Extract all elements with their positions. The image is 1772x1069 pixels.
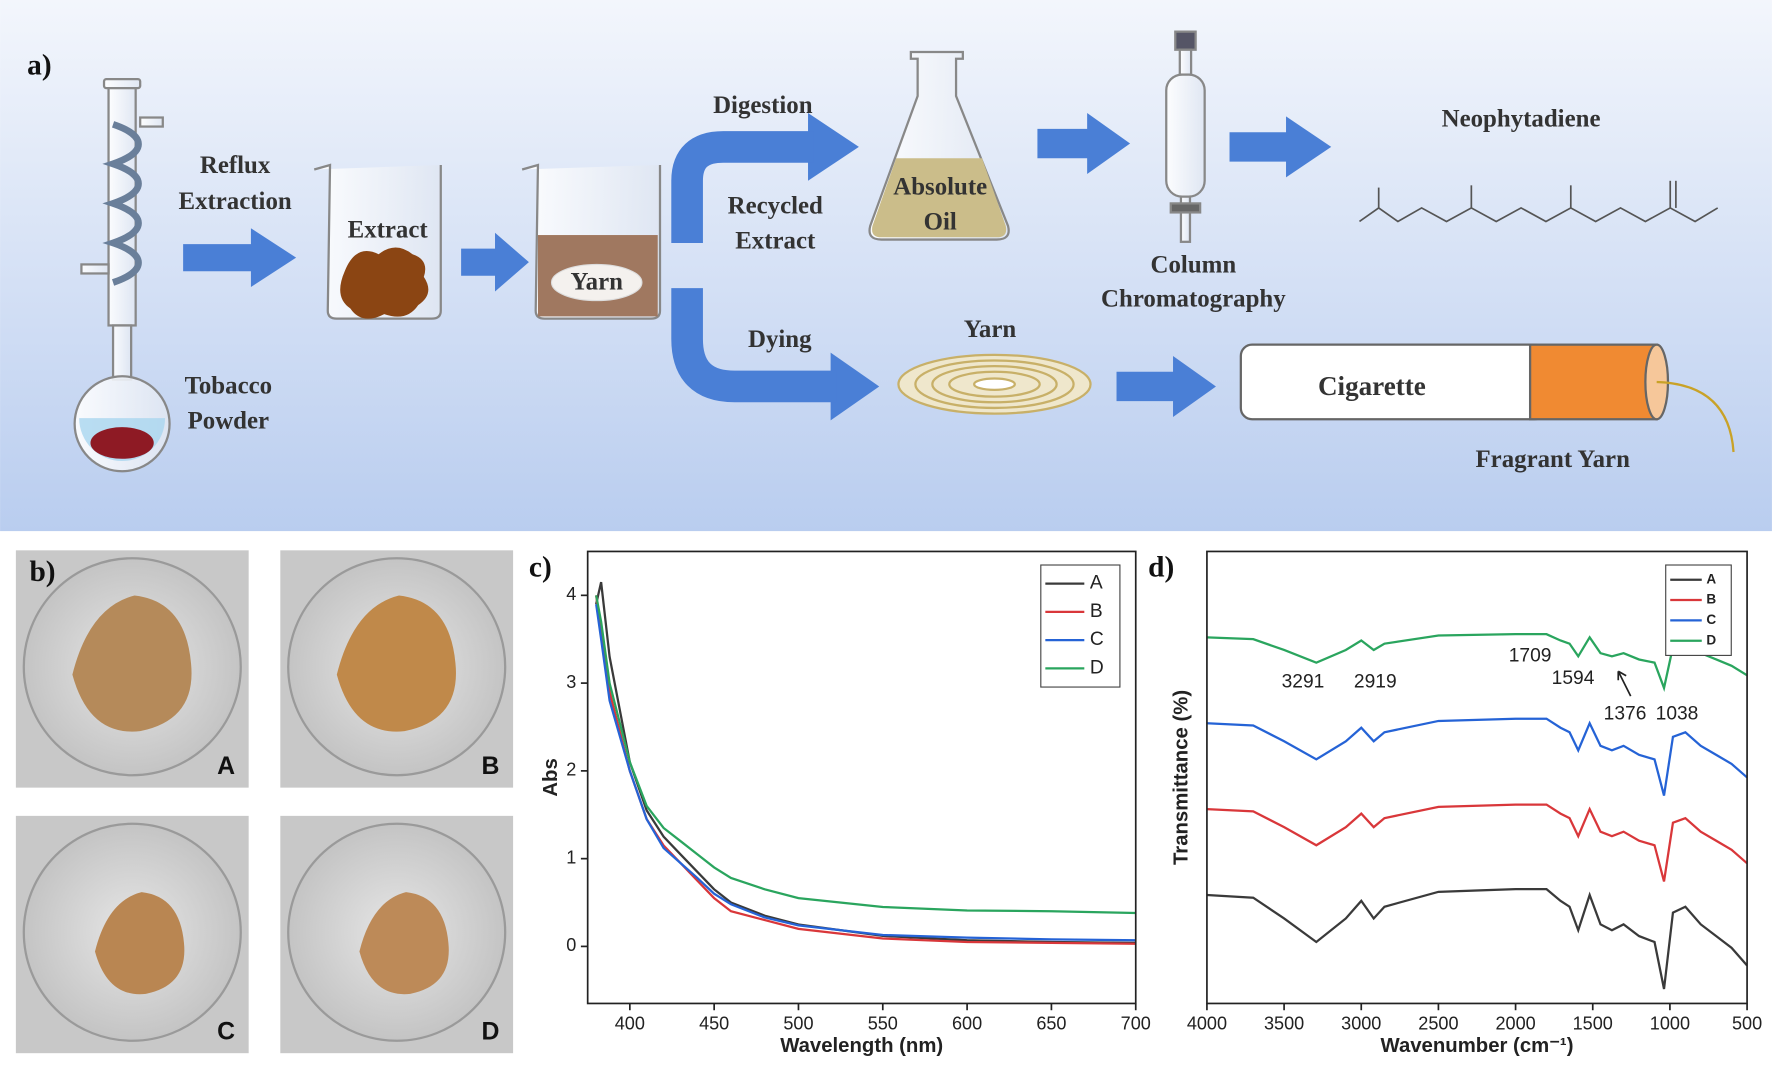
x-tick-label: 4000 <box>1187 1014 1227 1034</box>
annotation-arrow <box>1617 670 1632 697</box>
x-axis-label: Wavelength (nm) <box>780 1035 943 1057</box>
series-line <box>595 595 1136 945</box>
label: Digestion <box>713 92 813 119</box>
x-tick-label: 1000 <box>1650 1014 1690 1034</box>
series-line <box>595 581 1136 945</box>
label: Yarn <box>964 316 1017 343</box>
y-tick-label: 2 <box>566 760 576 780</box>
label: Reflux <box>200 152 271 179</box>
arrow <box>671 131 814 243</box>
yarn-spiral <box>897 353 1092 415</box>
label: Chromatography <box>1101 285 1286 312</box>
legend-label: C <box>1090 629 1104 650</box>
y-tick-label: 4 <box>566 584 576 604</box>
chromatography-column <box>1165 30 1206 243</box>
series-line <box>1206 887 1748 990</box>
extract-blob <box>340 247 429 319</box>
legend-label: D <box>1090 657 1104 678</box>
label: Extract <box>735 228 816 255</box>
absolute-oil <box>872 158 1007 238</box>
label: Dying <box>748 326 812 353</box>
annotation: 1709 <box>1509 646 1552 667</box>
panel-label: b) <box>29 556 55 588</box>
chart: d) 4000 3500 3000 2500 2000 1500 1000 500 Wavenum… <box>1148 550 1762 1057</box>
photos: A B C D <box>15 550 514 1054</box>
series-line <box>595 603 1136 942</box>
x-tick-label: 3000 <box>1341 1014 1381 1034</box>
legend-label: D <box>1706 632 1716 647</box>
y-axis-label: Transmittance (%) <box>1170 690 1192 865</box>
x-tick-label: 2500 <box>1418 1014 1458 1034</box>
panel-label: c) <box>529 551 552 583</box>
label: Extract <box>348 216 429 243</box>
panel-a-background <box>0 0 1772 532</box>
panel-label: d) <box>1148 551 1174 583</box>
photo-label: A <box>217 752 235 780</box>
x-tick-label: 700 <box>1121 1014 1151 1034</box>
legend-box <box>1665 564 1732 656</box>
label: Recycled <box>728 193 823 220</box>
x-axis-label: Wavenumber (cm⁻¹) <box>1381 1035 1574 1057</box>
chart: c) 400 450 500 550 600 650 700 0 1 2 3 4 Wavelength (… <box>529 550 1151 1057</box>
panel-label: a) <box>27 50 51 82</box>
label: Absolute <box>893 173 987 200</box>
legend-box <box>1040 564 1121 688</box>
x-tick-label: 1500 <box>1573 1014 1613 1034</box>
molecule-branches <box>1377 180 1677 208</box>
arrows <box>183 113 1332 421</box>
photo-label: D <box>482 1017 500 1045</box>
x-tick-label: 400 <box>615 1014 645 1034</box>
filter <box>1528 343 1658 421</box>
photo-label: C <box>217 1017 235 1045</box>
molecule <box>1358 206 1719 223</box>
series-line <box>1206 803 1748 882</box>
plot-frame <box>1206 550 1748 1005</box>
y-tick-label: 3 <box>566 672 576 692</box>
tobacco-residue <box>90 427 154 459</box>
y-axis-label: Abs <box>540 758 562 796</box>
legend-label: B <box>1090 601 1103 622</box>
legend-label: C <box>1706 612 1716 627</box>
yarn-thread <box>1656 380 1735 453</box>
label: Fragrant Yarn <box>1475 446 1630 473</box>
label: Column <box>1151 251 1237 278</box>
legend-label: A <box>1706 571 1716 586</box>
annotation: 2919 <box>1354 672 1397 693</box>
x-tick-label: 450 <box>699 1014 729 1034</box>
label: Yarn <box>570 268 623 295</box>
series-line <box>1206 717 1748 796</box>
annotation: 1038 <box>1656 703 1699 724</box>
label: Tobacco <box>185 372 272 399</box>
y-tick-label: 1 <box>566 847 576 867</box>
series-line <box>595 595 1136 915</box>
annotation: 3291 <box>1282 672 1325 693</box>
x-tick-label: 500 <box>1732 1014 1762 1034</box>
x-tick-label: 550 <box>868 1014 898 1034</box>
powder <box>336 595 456 732</box>
y-tick-label: 0 <box>566 935 576 955</box>
label: Extraction <box>178 188 291 215</box>
x-tick-label: 2000 <box>1495 1014 1535 1034</box>
yarn-ellipse <box>550 263 643 302</box>
legend-label: B <box>1706 592 1716 607</box>
plot-frame <box>586 550 1137 1005</box>
label: Neophytadiene <box>1442 106 1601 133</box>
label: Oil <box>924 208 957 235</box>
annotation: 1594 <box>1552 668 1595 689</box>
x-tick-label: 500 <box>783 1014 813 1034</box>
annotation: 1376 <box>1604 703 1647 724</box>
powder <box>72 595 192 732</box>
legend-label: A <box>1090 573 1103 594</box>
label: Cigarette <box>1318 371 1426 401</box>
x-tick-label: 3500 <box>1264 1014 1304 1034</box>
x-tick-label: 650 <box>1036 1014 1066 1034</box>
x-tick-label: 600 <box>952 1014 982 1034</box>
photo-label: B <box>482 752 500 780</box>
label: Powder <box>188 407 269 434</box>
arrow <box>671 288 837 403</box>
powder <box>359 892 449 995</box>
powder <box>94 892 185 995</box>
